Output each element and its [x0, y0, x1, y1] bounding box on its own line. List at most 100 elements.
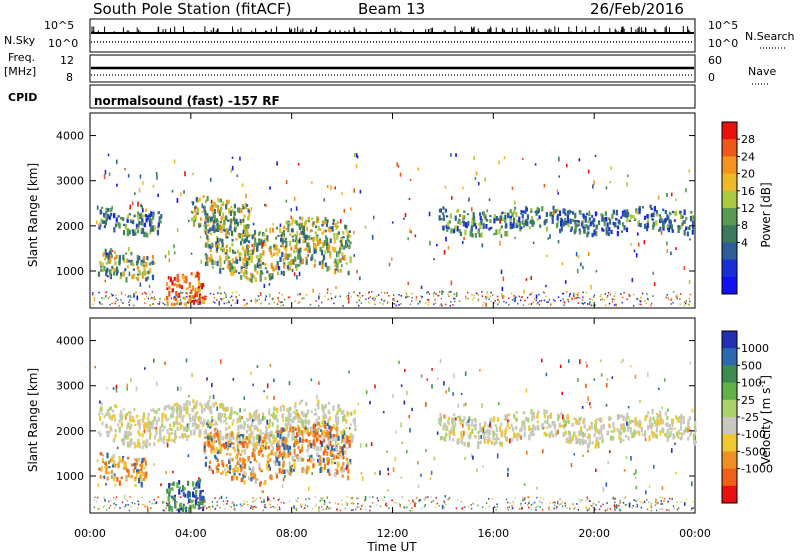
heatmap-cell: [358, 305, 359, 307]
heatmap-cell: [557, 214, 559, 220]
heatmap-cell: [467, 213, 469, 215]
heatmap-cell: [278, 299, 279, 301]
heatmap-cell: [215, 402, 217, 405]
heatmap-cell: [128, 247, 130, 251]
heatmap-cell: [301, 217, 303, 222]
heatmap-cell: [672, 211, 674, 213]
heatmap-cell: [463, 403, 465, 406]
heatmap-cell: [312, 464, 314, 467]
heatmap-cell: [273, 396, 275, 400]
heatmap-cell: [330, 229, 332, 233]
heatmap-cell: [518, 217, 520, 223]
heatmap-cell: [526, 221, 528, 226]
heatmap-cell: [137, 274, 139, 276]
heatmap-cell: [224, 303, 225, 305]
heatmap-cell: [366, 390, 368, 394]
heatmap-cell: [281, 252, 283, 257]
heatmap-cell: [663, 500, 664, 502]
heatmap-cell: [232, 419, 234, 422]
heatmap-cell: [565, 221, 567, 225]
heatmap-cell: [116, 217, 118, 222]
heatmap-cell: [236, 439, 238, 444]
heatmap-cell: [596, 270, 598, 272]
heatmap-cell: [285, 426, 287, 430]
heatmap-cell: [508, 414, 510, 417]
heatmap-cell: [128, 434, 130, 436]
heatmap-cell: [502, 217, 504, 221]
heatmap-cell: [222, 436, 224, 440]
heatmap-cell: [213, 395, 215, 399]
heatmap-cell: [198, 477, 200, 479]
heatmap-cell: [487, 440, 489, 444]
heatmap-cell: [591, 233, 593, 235]
heatmap-cell: [479, 233, 481, 237]
heatmap-cell: [614, 509, 615, 511]
heatmap-cell: [281, 294, 282, 296]
heatmap-cell: [617, 231, 619, 236]
heatmap-cell: [574, 220, 576, 222]
heatmap-cell: [104, 476, 106, 479]
heatmap-cell: [213, 213, 215, 218]
heatmap-cell: [656, 416, 658, 419]
heatmap-cell: [182, 275, 184, 279]
heatmap-cell: [148, 298, 149, 300]
heatmap-cell: [335, 268, 337, 270]
heatmap-cell: [576, 503, 577, 505]
heatmap-cell: [238, 207, 240, 213]
heatmap-cell: [274, 302, 275, 304]
heatmap-cell: [306, 420, 308, 423]
heatmap-cell: [342, 447, 344, 452]
heatmap-cell: [317, 422, 319, 426]
heatmap-cell: [254, 425, 256, 430]
heatmap-cell: [589, 217, 591, 220]
heatmap-cell: [573, 294, 575, 296]
heatmap-cell: [658, 196, 660, 200]
heatmap-cell: [358, 403, 360, 405]
heatmap-cell: [318, 447, 320, 452]
heatmap-cell: [199, 288, 201, 292]
heatmap-cell: [660, 418, 662, 422]
heatmap-cell: [327, 457, 329, 460]
heatmap-cell: [344, 225, 346, 229]
heatmap-cell: [350, 241, 352, 244]
heatmap-cell: [274, 437, 276, 442]
heatmap-cell: [291, 465, 293, 467]
heatmap-cell: [333, 434, 335, 438]
heatmap-cell: [687, 423, 689, 425]
heatmap-cell: [117, 423, 119, 426]
heatmap-cell: [467, 420, 469, 423]
heatmap-cell: [510, 218, 512, 220]
heatmap-cell: [297, 498, 298, 500]
heatmap-cell: [306, 243, 308, 248]
heatmap-cell: [243, 272, 245, 278]
colorbar-swatch: [722, 191, 737, 209]
heatmap-cell: [279, 292, 280, 294]
heatmap-cell: [587, 226, 589, 230]
heatmap-cell: [600, 213, 602, 216]
heatmap-cell: [514, 207, 516, 210]
heatmap-cell: [267, 460, 269, 463]
heatmap-cell: [276, 463, 278, 466]
heatmap-cell: [210, 444, 212, 448]
heatmap-cell: [305, 504, 306, 506]
heatmap-cell: [152, 297, 153, 299]
y-tick-label: 4000: [56, 335, 84, 348]
heatmap-cell: [408, 500, 409, 502]
heatmap-cell: [584, 228, 586, 234]
heatmap-cell: [577, 297, 578, 299]
heatmap-cell: [337, 461, 339, 466]
heatmap-cell: [444, 437, 446, 442]
heatmap-cell: [247, 217, 249, 221]
heatmap-cell: [131, 219, 133, 221]
heatmap-cell: [341, 410, 343, 415]
heatmap-cell: [608, 292, 609, 294]
heatmap-cell: [244, 472, 246, 476]
heatmap-cell: [129, 510, 130, 512]
heatmap-cell: [391, 257, 393, 260]
colorbar-swatch: [722, 139, 737, 157]
heatmap-cell: [331, 298, 332, 300]
heatmap-cell: [113, 387, 115, 390]
heatmap-cell: [250, 434, 252, 439]
heatmap-cell: [365, 508, 366, 510]
